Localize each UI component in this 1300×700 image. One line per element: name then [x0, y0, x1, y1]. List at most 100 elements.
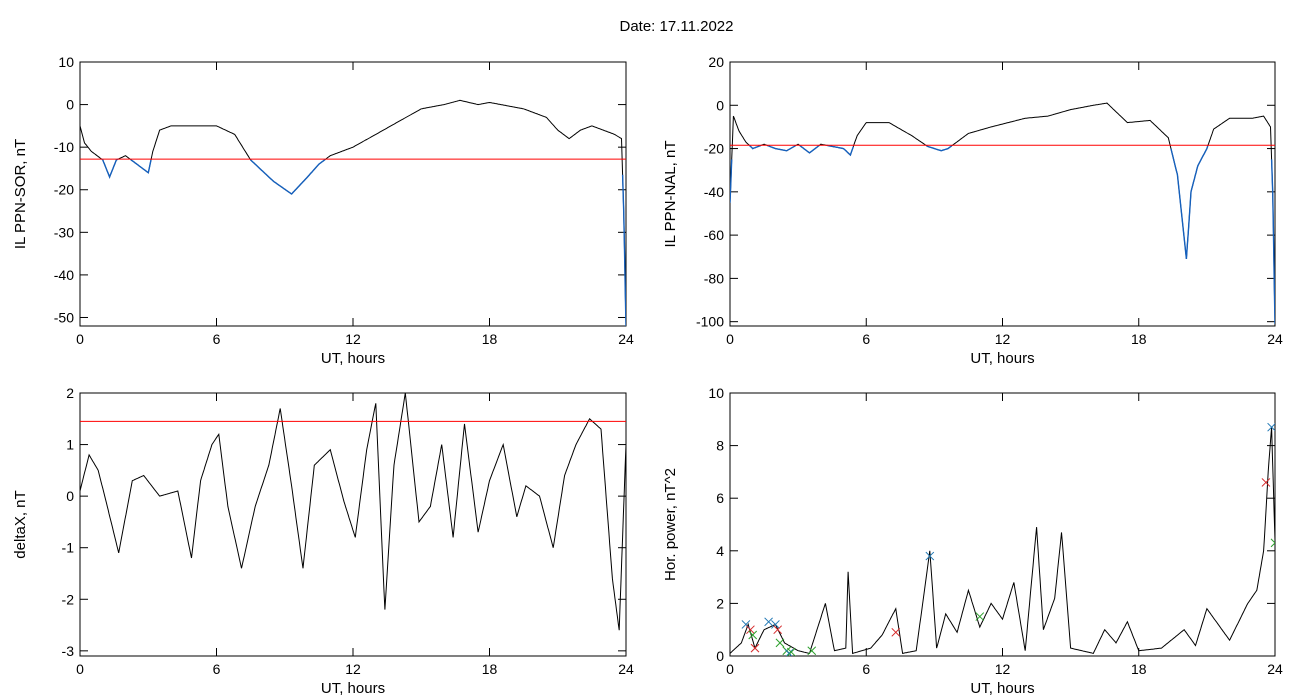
marker-stroke [746, 625, 755, 635]
data-marker [750, 643, 760, 653]
x-tick-label: 18 [1131, 331, 1147, 347]
y-tick-label: 10 [58, 54, 74, 70]
series-below-threshold [767, 144, 796, 152]
x-tick-label: 24 [618, 661, 634, 677]
x-tick-label: 18 [482, 661, 498, 677]
y-axis-label: IL PPN-SOR, nT [12, 139, 29, 249]
marker-stroke [1270, 538, 1275, 544]
y-tick-label: -10 [54, 139, 74, 155]
data-marker [741, 620, 751, 629]
y-tick-label: 0 [66, 97, 74, 113]
y-tick-label: -20 [54, 182, 74, 198]
plot-area [80, 99, 626, 326]
marker-stroke [771, 620, 780, 629]
data-marker [748, 630, 758, 640]
y-axis-label: Hor. power, nT^2 [662, 468, 679, 581]
x-tick-label: 24 [618, 331, 634, 347]
x-axis-label: UT, hours [321, 350, 385, 367]
series-below-threshold [101, 158, 119, 179]
series-line [730, 102, 1275, 324]
marker-stroke [807, 646, 817, 656]
y-axis-label: IL PPN-NAL, nT [662, 141, 679, 248]
marker-stroke [785, 649, 794, 656]
series-below-threshold [1170, 145, 1209, 259]
plot-area [80, 393, 626, 631]
x-tick-label: 12 [995, 661, 1011, 677]
data-marker [807, 646, 817, 656]
panel-nal: 0 6 12 18 24 20 0 -20 -40 -60 -80 -100 UT, hours IL P… [662, 54, 1283, 367]
data-marker [1261, 478, 1271, 487]
series-below-threshold [1270, 159, 1275, 324]
data-marker [1270, 538, 1275, 548]
marker-stroke [741, 620, 751, 629]
x-tick-label: 12 [345, 661, 361, 677]
data-marker [775, 638, 785, 648]
y-tick-label: -1 [62, 540, 75, 556]
series-below-threshold [130, 159, 152, 174]
y-tick-label: 4 [716, 543, 724, 559]
marker-stroke [925, 551, 935, 561]
plot-frame [729, 392, 1276, 657]
y-tick-label: 20 [708, 54, 724, 70]
y-tick-label: 1 [66, 437, 74, 453]
series-below-threshold [621, 174, 626, 326]
x-axis-label: UT, hours [970, 350, 1034, 367]
marker-stroke [1267, 423, 1275, 432]
y-tick-label: -2 [62, 591, 75, 607]
y-tick-label: -100 [696, 314, 724, 330]
series-line [80, 99, 626, 326]
x-tick-label: 6 [862, 331, 870, 347]
series-below-threshold [748, 144, 761, 150]
marker-stroke [891, 627, 901, 637]
page-title: Date: 17.11.2022 [619, 18, 734, 35]
y-tick-label: 2 [716, 595, 724, 611]
data-marker [925, 551, 935, 561]
y-axis-label: deltaX, nT [12, 490, 29, 558]
x-tick-label: 0 [726, 331, 734, 347]
x-tick-label: 6 [213, 331, 221, 347]
y-tick-label: -30 [54, 224, 74, 240]
y-tick-label: 0 [716, 648, 724, 664]
data-marker [764, 617, 773, 627]
series-line [730, 427, 1275, 655]
y-tick-label: 2 [66, 385, 74, 401]
x-tick-label: 18 [1131, 661, 1147, 677]
series-below-threshold [250, 159, 326, 195]
x-tick-label: 0 [76, 661, 84, 677]
series-line [80, 393, 626, 631]
marker-stroke [775, 638, 785, 648]
x-tick-label: 18 [482, 331, 498, 347]
data-marker [975, 612, 985, 621]
series-below-threshold [799, 145, 820, 154]
y-tick-label: -80 [704, 270, 724, 286]
x-tick-label: 6 [862, 661, 870, 677]
data-marker [784, 649, 794, 656]
y-tick-label: 10 [708, 385, 724, 401]
panel-sor: 0 6 12 18 24 10 0 -10 -20 -30 -40 -50 UT, hours IL PP… [12, 54, 634, 367]
y-tick-label: -40 [54, 267, 74, 283]
x-tick-label: 6 [213, 661, 221, 677]
marker-stroke [748, 630, 758, 640]
x-tick-label: 0 [76, 331, 84, 347]
y-tick-label: 0 [66, 488, 74, 504]
y-tick-label: -50 [54, 309, 74, 325]
y-tick-label: 6 [716, 490, 724, 506]
series-below-threshold [926, 145, 953, 152]
data-marker [891, 627, 901, 637]
data-marker [773, 625, 783, 635]
y-tick-label: -3 [62, 643, 75, 659]
y-tick-label: -40 [704, 184, 724, 200]
x-axis-label: UT, hours [321, 680, 385, 697]
x-axis-label: UT, hours [970, 680, 1034, 697]
plot-frame [79, 61, 627, 327]
marker-stroke [1261, 478, 1271, 487]
data-marker [746, 625, 755, 635]
x-tick-label: 12 [995, 331, 1011, 347]
y-tick-label: 0 [716, 97, 724, 113]
plot-frame [729, 61, 1276, 327]
marker-stroke [975, 612, 985, 621]
y-tick-label: -60 [704, 227, 724, 243]
x-tick-label: 24 [1267, 331, 1283, 347]
marker-stroke [750, 643, 760, 653]
